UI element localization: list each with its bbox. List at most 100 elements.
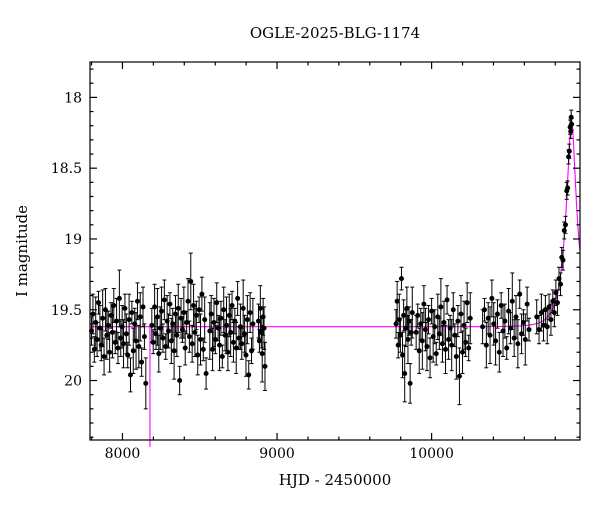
- data-point: [463, 327, 469, 357]
- data-point: [502, 303, 508, 339]
- data-point: [125, 341, 131, 369]
- data-point: [554, 289, 560, 316]
- data-point: [564, 181, 570, 200]
- data-point: [202, 296, 208, 343]
- data-point: [191, 283, 197, 328]
- data-point: [524, 286, 530, 322]
- data-point: [551, 297, 557, 328]
- data-point: [250, 297, 256, 350]
- data-point: [212, 324, 218, 355]
- data-point: [203, 357, 209, 390]
- data-point: [175, 283, 181, 333]
- data-point: [219, 344, 225, 369]
- data-point: [455, 305, 461, 338]
- data-point: [195, 334, 201, 376]
- data-point: [105, 310, 111, 340]
- data-point: [199, 276, 205, 312]
- data-point: [513, 295, 519, 339]
- data-point: [98, 329, 104, 362]
- data-point: [460, 330, 466, 374]
- data-point: [228, 307, 234, 357]
- plot-frame: [89, 61, 581, 441]
- data-point: [166, 313, 172, 349]
- data-point: [156, 334, 162, 373]
- data-point: [432, 309, 438, 345]
- data-point: [500, 305, 506, 357]
- data-point: [160, 323, 166, 353]
- data-point: [239, 327, 245, 360]
- data-point: [400, 331, 406, 379]
- data-point: [449, 319, 455, 372]
- data-point: [430, 310, 436, 363]
- data-point: [193, 300, 199, 331]
- data-point: [130, 327, 136, 374]
- data-point: [526, 317, 532, 342]
- data-point: [167, 292, 173, 316]
- data-point: [233, 321, 239, 374]
- data-point: [129, 300, 135, 325]
- data-point: [262, 341, 268, 391]
- data-point: [102, 288, 108, 332]
- data-point: [188, 252, 194, 311]
- data-point: [247, 292, 253, 333]
- data-point: [562, 215, 568, 234]
- data-point: [185, 278, 191, 325]
- data-point: [100, 289, 106, 348]
- data-point: [566, 143, 572, 159]
- x-tick-label: 10000: [409, 446, 454, 462]
- data-point: [182, 330, 188, 366]
- data-point: [481, 297, 487, 322]
- data-point: [483, 321, 489, 369]
- data-point: [536, 314, 542, 345]
- data-point: [515, 319, 521, 369]
- data-point: [504, 336, 510, 360]
- data-point: [565, 180, 571, 196]
- data-point: [225, 333, 231, 372]
- data-point: [433, 341, 439, 366]
- data-point: [409, 286, 415, 339]
- data-point: [235, 280, 241, 316]
- data-point: [444, 285, 450, 315]
- tick-labels: 8000 9000 10000 18 18.5 19 19.5 20: [51, 90, 454, 462]
- data-point: [421, 285, 427, 323]
- data-point: [137, 292, 143, 342]
- data-point: [111, 288, 117, 323]
- data-point: [226, 293, 232, 338]
- data-point: [464, 282, 470, 323]
- data-point: [496, 331, 502, 373]
- data-point: [94, 321, 100, 357]
- data-point: [506, 288, 512, 335]
- data-point: [223, 296, 229, 355]
- data-point: [522, 313, 528, 366]
- data-point: [177, 365, 183, 396]
- data-point: [107, 331, 113, 373]
- x-axis-label: HJD - 2450000: [278, 471, 392, 489]
- x-tick-label: 9000: [259, 446, 295, 462]
- data-point: [143, 357, 149, 410]
- data-points: [89, 109, 575, 410]
- data-point: [122, 293, 128, 323]
- data-point: [174, 313, 180, 357]
- axes-frame-and-ticks: [89, 61, 581, 441]
- data-point: [140, 286, 146, 328]
- data-point: [164, 295, 170, 348]
- data-point: [186, 320, 192, 353]
- data-point: [426, 305, 432, 335]
- data-point: [152, 283, 158, 331]
- data-point: [544, 309, 550, 345]
- data-point: [569, 118, 575, 131]
- data-point: [517, 279, 523, 309]
- data-point: [229, 290, 235, 321]
- x-tick-label: 8000: [105, 446, 141, 462]
- data-point: [90, 293, 96, 335]
- data-point: [218, 300, 224, 336]
- data-point: [397, 317, 403, 353]
- data-point: [141, 323, 147, 350]
- y-tick-label: 20: [64, 374, 82, 390]
- data-point: [101, 337, 107, 376]
- data-point: [443, 324, 449, 374]
- y-tick-label: 19.5: [51, 303, 82, 319]
- data-point: [139, 347, 145, 377]
- data-point: [402, 344, 408, 403]
